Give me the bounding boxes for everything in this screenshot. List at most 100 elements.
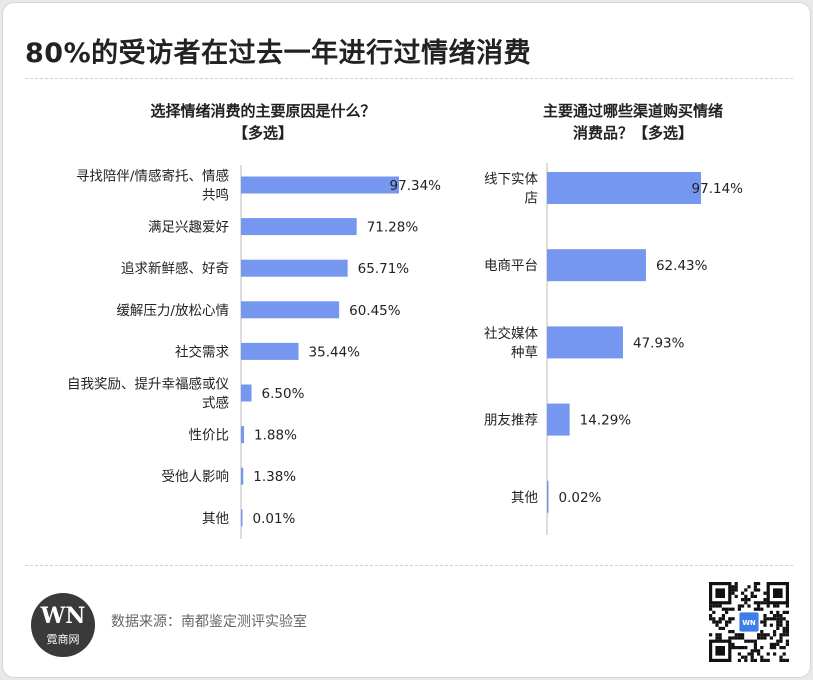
page-title: 80%的受访者在过去一年进行过情绪消费 (25, 38, 532, 69)
qr-module (769, 617, 773, 621)
qr-module (776, 604, 780, 608)
left-chart-category-label: 自我奖励、提升幸福感或仪 (67, 376, 229, 393)
qr-module (782, 652, 786, 656)
qr-module (744, 601, 748, 605)
qr-module (773, 588, 783, 598)
left-chart-value-label: 35.44% (309, 344, 361, 360)
qr-module (763, 591, 767, 595)
qr-module (753, 649, 757, 653)
qr-module (737, 633, 741, 637)
qr-module (760, 601, 764, 605)
qr-module (766, 617, 770, 621)
qr-module (769, 642, 773, 646)
qr-center-label: WN (742, 619, 756, 627)
left-chart-category-label: 满足兴趣爱好 (148, 220, 229, 236)
left-chart-category-label: 社交需求 (175, 343, 229, 360)
qr-module (715, 646, 725, 656)
qr-module (734, 646, 738, 650)
left-chart-value-label: 1.88% (254, 428, 297, 444)
qr-module (785, 633, 789, 637)
qr-module (750, 649, 754, 653)
qr-module (712, 620, 716, 624)
qr-module (773, 604, 777, 608)
logo-name: 霓商网 (46, 633, 80, 646)
qr-module (731, 585, 735, 589)
qr-module (785, 623, 789, 627)
qr-module (763, 636, 767, 640)
left-chart-bar (241, 384, 252, 402)
qr-module (763, 658, 767, 662)
qr-module (715, 636, 719, 640)
left-chart-title-line: 【多选】 (232, 124, 293, 142)
qr-module (737, 652, 741, 656)
qr-module (776, 626, 780, 630)
right-chart-value-label: 97.14% (692, 181, 744, 197)
data-source: 数据来源：南都鉴定测评实验室 (111, 614, 307, 630)
qr-module (734, 588, 738, 592)
right-chart-category-label: 朋友推荐 (484, 413, 538, 429)
left-chart-bar (241, 218, 357, 236)
qr-module (763, 617, 767, 621)
right-chart-bar (547, 326, 623, 359)
right-chart-bar (547, 249, 646, 282)
qr-module (766, 633, 770, 637)
qr-module (731, 636, 735, 640)
qr-module (734, 585, 738, 589)
logo-mark: WN (40, 603, 86, 629)
qr-module (718, 626, 722, 630)
right-chart-value-label: 62.43% (656, 258, 708, 274)
qr-module (709, 633, 713, 637)
qr-module (757, 652, 761, 656)
qr-module (737, 607, 741, 611)
qr-module (739, 612, 759, 632)
qr-module (728, 636, 732, 640)
qr-module (782, 630, 786, 634)
qr-code-icon: WN (709, 582, 789, 662)
left-chart-bar (241, 176, 399, 194)
qr-module (776, 610, 780, 614)
qr-module (763, 623, 767, 627)
qr-module (776, 620, 780, 624)
qr-module (773, 630, 777, 634)
right-chart-category-label: 电商平台 (484, 258, 538, 274)
qr-module (750, 658, 754, 662)
qr-module (734, 636, 738, 640)
qr-module (744, 594, 748, 598)
qr-module (753, 585, 757, 589)
qr-module (753, 601, 757, 605)
qr-module (763, 601, 767, 605)
qr-module (760, 630, 764, 634)
left-chart-bar (241, 426, 245, 444)
qr-module (718, 636, 722, 640)
qr-module (753, 639, 757, 643)
qr-module (718, 604, 722, 608)
qr-module (737, 646, 741, 650)
qr-module (744, 598, 748, 602)
right-chart-bar (547, 403, 570, 436)
left-chart-category-label: 性价比 (189, 428, 230, 444)
qr-module (744, 658, 748, 662)
qr-module (757, 649, 761, 653)
qr-module (769, 610, 773, 614)
qr-module (737, 636, 741, 640)
qr-module (753, 607, 757, 611)
qr-module (731, 591, 735, 595)
qr-module (709, 614, 713, 618)
qr-module (766, 652, 770, 656)
qr-module (734, 633, 738, 637)
qr-module (715, 620, 719, 624)
qr-module (715, 633, 719, 637)
qr-module (785, 604, 789, 608)
qr-module (728, 607, 732, 611)
qr-module (760, 658, 764, 662)
left-chart-category-label: 追求新鲜感、好奇 (121, 260, 229, 277)
qr-module (766, 604, 770, 608)
qr-module (744, 639, 748, 643)
left-chart-value-label: 6.50% (262, 386, 305, 402)
qr-module (785, 620, 789, 624)
qr-module (782, 617, 786, 621)
qr-module (721, 626, 725, 630)
left-chart-value-label: 71.28% (367, 220, 419, 236)
qr-module (753, 588, 757, 592)
